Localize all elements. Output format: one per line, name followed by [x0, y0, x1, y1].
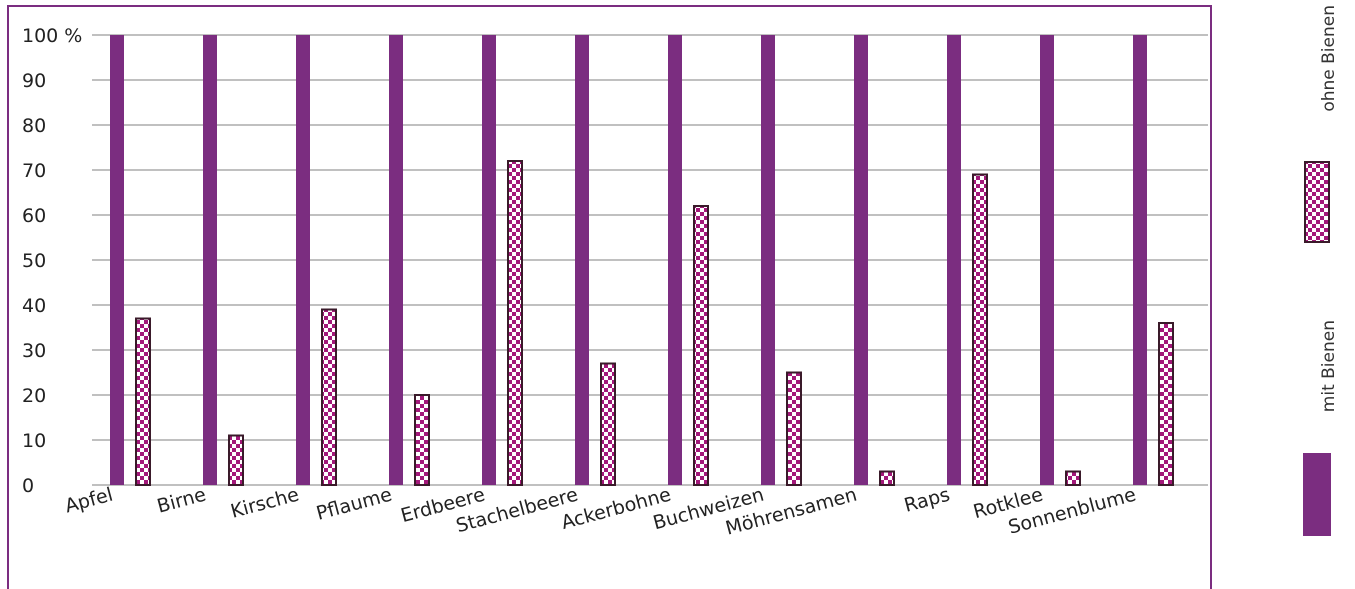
bar-mit-bienen — [947, 35, 961, 485]
legend-label-mit-bienen: mit Bienen — [1319, 320, 1339, 412]
y-tick-label: 10 — [22, 430, 46, 452]
y-axis-ticks: 0 10 20 30 40 50 60 70 80 90 100 % — [22, 25, 82, 497]
bar-ohne-bienen — [1065, 470, 1081, 486]
y-tick-label: 70 — [22, 160, 46, 182]
bar-mit-bienen — [389, 35, 403, 485]
x-category-label: Kirsche — [228, 484, 301, 523]
x-category-label: Birne — [155, 484, 209, 518]
bar-mit-bienen — [668, 35, 682, 485]
y-tick-label: 0 — [22, 475, 34, 497]
bar-mit-bienen — [761, 35, 775, 485]
y-tick-label: 20 — [22, 385, 46, 407]
bar-mit-bienen — [482, 35, 496, 485]
bar-ohne-bienen — [414, 394, 430, 486]
bar-ohne-bienen — [228, 434, 244, 486]
x-category-label: Apfel — [63, 484, 116, 518]
y-tick-label: 50 — [22, 250, 46, 272]
bar-ohne-bienen — [135, 317, 151, 486]
bar-ohne-bienen — [600, 362, 616, 486]
y-tick-label: 90 — [22, 70, 46, 92]
bar-ohne-bienen — [972, 173, 988, 486]
legend-swatch-mit-bienen — [1303, 453, 1331, 536]
legend: ohne Bienen mit Bienen — [1303, 5, 1339, 536]
bar-mit-bienen — [1040, 35, 1054, 485]
bar-ohne-bienen — [786, 371, 802, 486]
plot-frame — [7, 5, 1212, 589]
bars — [110, 35, 1174, 486]
bar-ohne-bienen — [693, 205, 709, 486]
legend-label-ohne-bienen: ohne Bienen — [1319, 5, 1339, 112]
y-tick-label: 30 — [22, 340, 46, 362]
bar-mit-bienen — [203, 35, 217, 485]
y-tick-label: 80 — [22, 115, 46, 137]
bar-mit-bienen — [575, 35, 589, 485]
x-category-label: Raps — [902, 484, 953, 517]
bar-mit-bienen — [1133, 35, 1147, 485]
gridlines — [92, 34, 1208, 486]
bar-mit-bienen — [110, 35, 124, 485]
bar-mit-bienen — [296, 35, 310, 485]
x-category-label: Pflaume — [314, 484, 394, 525]
y-tick-label: 40 — [22, 295, 46, 317]
x-axis-labels: Apfel Birne Kirsche Pflaume ErdbeereStachelb… — [63, 484, 1139, 540]
bar-ohne-bienen — [879, 470, 895, 486]
bar-ohne-bienen — [1158, 322, 1174, 486]
bar-ohne-bienen — [321, 308, 337, 486]
y-tick-label: 60 — [22, 205, 46, 227]
bar-mit-bienen — [854, 35, 868, 485]
legend-swatch-ohne-bienen — [1304, 161, 1330, 243]
bar-ohne-bienen — [507, 160, 523, 486]
y-tick-label: 100 % — [22, 25, 82, 47]
